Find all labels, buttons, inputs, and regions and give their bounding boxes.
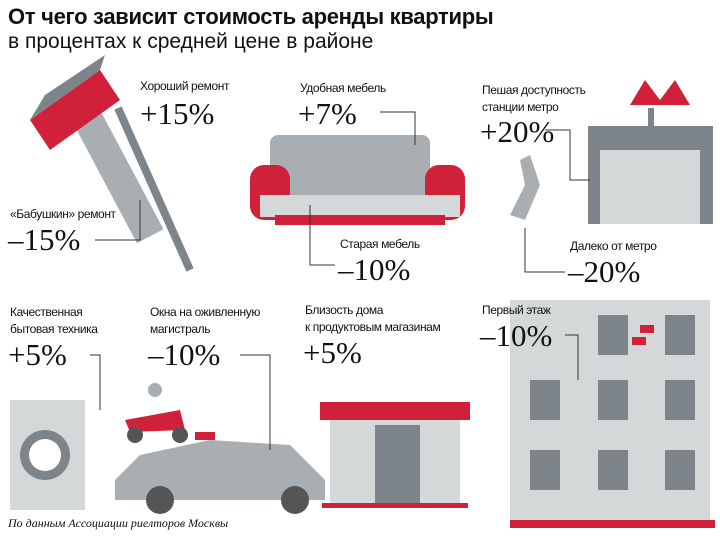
leader-line [309,205,335,266]
factor-label: Близость дома к продуктовым магазинам [305,302,441,336]
factor-label-line: Окна на оживленную [150,305,260,319]
factor-label: Первый этаж [482,303,551,317]
shop-icon [320,402,470,508]
factor-label-line: к продуктовым магазинам [305,320,441,334]
factor-label: Хороший ремонт [140,79,230,93]
car-icon [115,432,325,514]
metro-station-icon [510,80,713,224]
factor-label-line: Близость дома [305,303,383,317]
washing-machine-icon [10,400,85,510]
factor-value: +15% [140,96,215,131]
factor-label-line: станции метро [482,100,559,114]
factor-label: Старая мебель [340,237,420,251]
factor-label: Качественная бытовая техника [10,304,98,338]
leader-line [565,334,579,380]
factor-label-line: магистраль [150,322,211,336]
factor-label: Окна на оживленную магистраль [150,304,260,338]
factor-label: Удобная мебель [300,81,386,95]
factor-value: –10% [338,252,411,287]
leader-line [240,354,271,450]
factor-label-line: бытовая техника [10,322,98,336]
factor-label: Пешая доступность станции метро [482,82,586,116]
leader-line [95,200,141,241]
factor-label-line: Качественная [10,305,83,319]
factor-value: –10% [148,337,221,372]
leader-line [380,111,416,145]
paint-roller-icon [30,55,194,272]
leader-line [545,129,590,181]
page-subtitle: в процентах к средней цене в районе [8,30,374,53]
factor-value: –10% [480,318,553,353]
page-title: От чего зависит стоимость аренды квартир… [8,4,494,29]
factor-value: +5% [303,335,362,370]
factor-label-line: Пешая доступность [482,83,586,97]
sofa-icon [250,135,465,225]
leader-line [90,354,101,410]
building-icon [510,300,715,528]
factor-label: Далеко от метро [570,239,657,253]
factor-value: –20% [568,254,641,289]
scooter-icon [125,383,188,443]
factor-value: –15% [8,222,81,257]
factor-value: +7% [298,96,357,131]
factor-value: +20% [480,114,555,149]
walking-person-icon [510,155,540,220]
source-note: По данным Ассоциации риелторов Москвы [8,516,229,530]
factor-label: «Бабушкин» ремонт [10,207,116,221]
factor-value: +5% [8,337,67,372]
leader-line [524,228,565,273]
